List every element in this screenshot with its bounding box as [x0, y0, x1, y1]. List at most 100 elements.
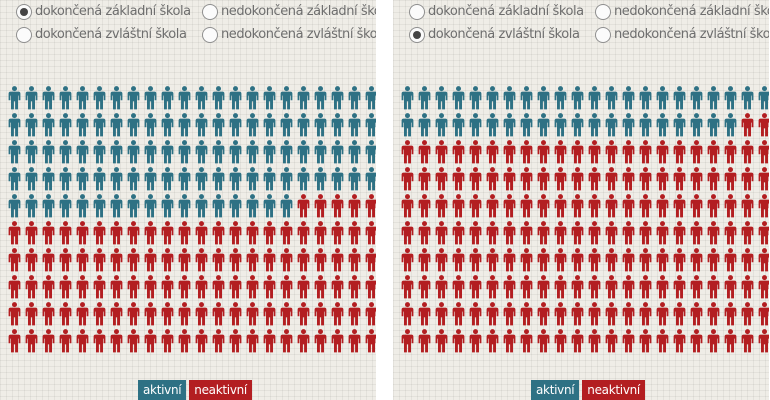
person-icon-active: [416, 86, 433, 113]
person-icon-inactive: [467, 275, 484, 302]
person-icon-inactive: [433, 194, 450, 221]
radio-button[interactable]: [16, 26, 32, 43]
person-icon-inactive: [108, 275, 125, 302]
person-icon-inactive: [244, 248, 261, 275]
person-icon-inactive: [227, 248, 244, 275]
person-icon-inactive: [552, 221, 569, 248]
person-icon-inactive: [603, 194, 620, 221]
radio-button[interactable]: [202, 26, 218, 43]
person-icon-inactive: [125, 329, 142, 356]
person-icon-inactive: [569, 194, 586, 221]
option-completed-basic[interactable]: dokončená základní škola: [16, 2, 202, 21]
person-icon-inactive: [210, 275, 227, 302]
person-icon-inactive: [433, 302, 450, 329]
person-icon-inactive: [739, 194, 756, 221]
radio-button[interactable]: [16, 3, 32, 20]
option-incomplete-basic[interactable]: nedokončená základní škola: [595, 2, 769, 21]
person-icon-inactive: [535, 194, 552, 221]
person-icon-inactive: [91, 329, 108, 356]
person-icon-active: [142, 140, 159, 167]
person-icon-inactive: [329, 221, 346, 248]
person-icon-active: [74, 140, 91, 167]
person-icon-inactive: [603, 302, 620, 329]
person-icon-active: [159, 86, 176, 113]
person-icon-inactive: [637, 221, 654, 248]
person-icon-active: [210, 86, 227, 113]
person-icon-inactive: [518, 194, 535, 221]
person-icon-inactive: [312, 221, 329, 248]
person-icon-active: [295, 113, 312, 140]
person-icon-active: [501, 86, 518, 113]
option-incomplete-special[interactable]: nedokončená zvláštní škola: [202, 25, 376, 44]
person-icon-inactive: [91, 302, 108, 329]
person-icon-inactive: [705, 167, 722, 194]
radio-button[interactable]: [409, 3, 425, 20]
radio-button[interactable]: [202, 3, 218, 20]
radio-button[interactable]: [595, 3, 611, 20]
person-icon-inactive: [23, 275, 40, 302]
person-icon-inactive: [40, 248, 57, 275]
person-icon-active: [688, 86, 705, 113]
person-icon-inactive: [210, 329, 227, 356]
person-icon-active: [363, 167, 376, 194]
person-icon-active: [193, 140, 210, 167]
option-incomplete-special[interactable]: nedokončená zvláštní škola: [595, 25, 769, 44]
person-icon-inactive: [176, 302, 193, 329]
person-icon-inactive: [705, 275, 722, 302]
person-icon-active: [433, 113, 450, 140]
person-icon-active: [142, 194, 159, 221]
person-icon-inactive: [501, 194, 518, 221]
option-completed-basic[interactable]: dokončená základní škola: [409, 2, 595, 21]
education-panel-left: dokončená základní škola nedokončená zák…: [0, 0, 376, 400]
person-icon-active: [176, 86, 193, 113]
person-icon-inactive: [620, 194, 637, 221]
person-icon-inactive: [57, 329, 74, 356]
person-icon-inactive: [484, 329, 501, 356]
person-icon-active: [40, 113, 57, 140]
person-icon-active: [142, 86, 159, 113]
person-icon-inactive: [501, 329, 518, 356]
person-icon-active: [91, 194, 108, 221]
person-icon-inactive: [74, 221, 91, 248]
person-icon-active: [57, 86, 74, 113]
person-icon-inactive: [739, 302, 756, 329]
person-icon-inactive: [346, 302, 363, 329]
option-completed-special[interactable]: dokončená zvláštní škola: [16, 25, 202, 44]
person-icon-active: [6, 167, 23, 194]
person-icon-inactive: [535, 221, 552, 248]
person-icon-inactive: [329, 329, 346, 356]
person-icon-active: [346, 140, 363, 167]
person-icon-active: [484, 113, 501, 140]
person-icon-inactive: [312, 194, 329, 221]
person-icon-active: [193, 86, 210, 113]
person-icon-inactive: [671, 221, 688, 248]
person-icon-inactive: [552, 329, 569, 356]
person-icon-inactive: [91, 248, 108, 275]
person-icon-inactive: [722, 329, 739, 356]
person-icon-active: [569, 86, 586, 113]
person-icon-active: [6, 140, 23, 167]
option-completed-special[interactable]: dokončená zvláštní škola: [409, 25, 595, 44]
person-icon-active: [176, 140, 193, 167]
person-icon-active: [739, 86, 756, 113]
person-icon-active: [176, 194, 193, 221]
person-icon-active: [108, 113, 125, 140]
person-icon-active: [586, 113, 603, 140]
person-icon-inactive: [722, 302, 739, 329]
option-incomplete-basic[interactable]: nedokončená základní škola: [202, 2, 376, 21]
person-icon-inactive: [244, 221, 261, 248]
person-icon-active: [569, 113, 586, 140]
person-icon-inactive: [654, 194, 671, 221]
person-icon-inactive: [295, 194, 312, 221]
option-label: nedokončená základní škola: [221, 4, 376, 19]
person-icon-inactive: [586, 167, 603, 194]
radio-button[interactable]: [595, 26, 611, 43]
person-icon-inactive: [108, 248, 125, 275]
person-icon-inactive: [620, 167, 637, 194]
person-icon-active: [210, 194, 227, 221]
person-icon-active: [244, 86, 261, 113]
radio-button[interactable]: [409, 26, 425, 43]
person-icon-active: [278, 86, 295, 113]
person-icon-inactive: [603, 329, 620, 356]
person-icon-inactive: [722, 194, 739, 221]
